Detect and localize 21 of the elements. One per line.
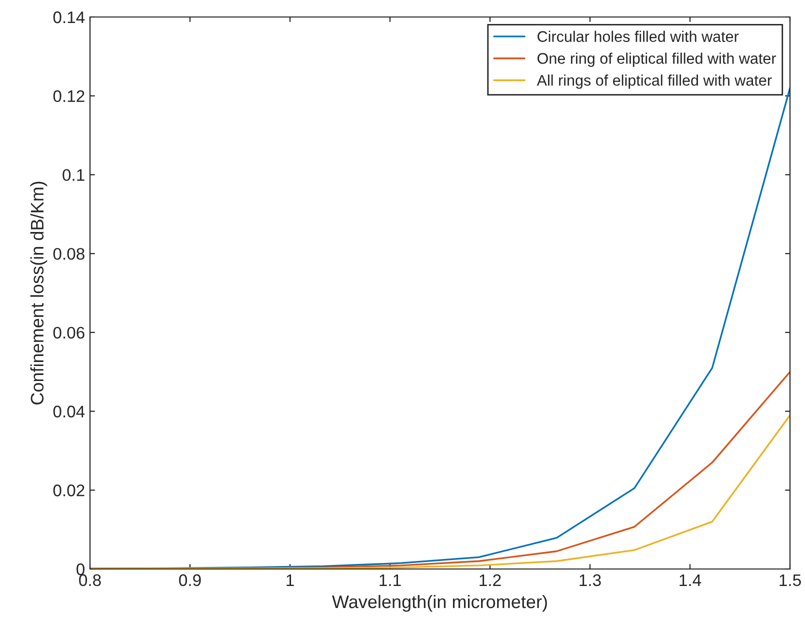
legend-label: All rings of eliptical filled with water xyxy=(536,74,772,89)
x-tick-label: 0.9 xyxy=(179,574,201,586)
y-tick-label: 0.12 xyxy=(53,90,84,102)
y-tick-label: 0.04 xyxy=(53,406,85,418)
x-tick-label: 1.3 xyxy=(580,574,601,586)
legend-label: One ring of eliptical filled with water xyxy=(538,52,776,67)
y-tick-label: 0.1 xyxy=(62,169,84,181)
y-tick-label: 0 xyxy=(76,563,84,576)
x-tick-label: 1 xyxy=(286,574,294,586)
x-tick-label: 1.5 xyxy=(780,574,801,586)
x-axis-title: Wavelength(in micrometer) xyxy=(332,594,547,612)
y-tick-label: 0.02 xyxy=(53,484,84,496)
y-tick-label: 0.06 xyxy=(53,326,84,339)
y-tick-label: 0.08 xyxy=(53,248,84,260)
x-tick-label: 1.4 xyxy=(680,574,702,586)
x-tick-label: 1.2 xyxy=(480,574,501,586)
y-tick-label: 0.14 xyxy=(53,11,85,24)
x-tick-label: 0.8 xyxy=(79,574,101,586)
x-tick-label: 1.1 xyxy=(380,574,401,586)
y-axis-title: Confinement loss(in dB/Km) xyxy=(30,182,48,404)
legend-label: Circular holes filled with water xyxy=(538,30,739,42)
